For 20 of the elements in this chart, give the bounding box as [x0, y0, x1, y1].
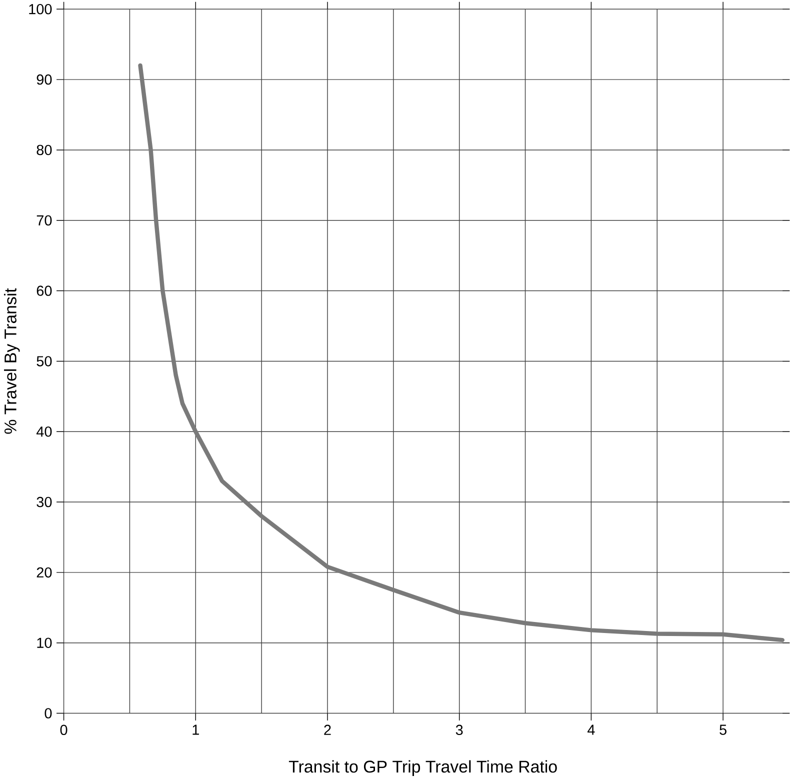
y-tick-label: 20 — [36, 567, 52, 578]
y-tick-label: 100 — [29, 4, 52, 14]
y-tick-label: 10 — [37, 638, 52, 648]
line-series — [138, 63, 785, 642]
y-tick-label: 70 — [36, 215, 52, 226]
y-axis-title: % Travel By Transit — [4, 288, 20, 434]
x-tick-label: 4 — [588, 724, 595, 735]
y-tick-label: 80 — [36, 144, 52, 156]
x-tick-label: 0 — [60, 724, 68, 736]
y-tick-label: 30 — [36, 496, 52, 508]
y-tick-label: 60 — [36, 286, 52, 296]
x-axis-title: Transit to GP Trip Travel Time Ratio — [288, 760, 557, 776]
x-tick-label: 1 — [192, 724, 199, 735]
y-tick-label: 90 — [36, 74, 52, 85]
x-tick-label: 5 — [720, 724, 726, 735]
y-tick-label: 40 — [36, 426, 52, 437]
y-tick-label: 0 — [44, 708, 52, 718]
y-tick-label: 50 — [36, 356, 52, 366]
x-tick-label: 2 — [324, 724, 331, 735]
x-tick-label: 3 — [456, 724, 463, 736]
